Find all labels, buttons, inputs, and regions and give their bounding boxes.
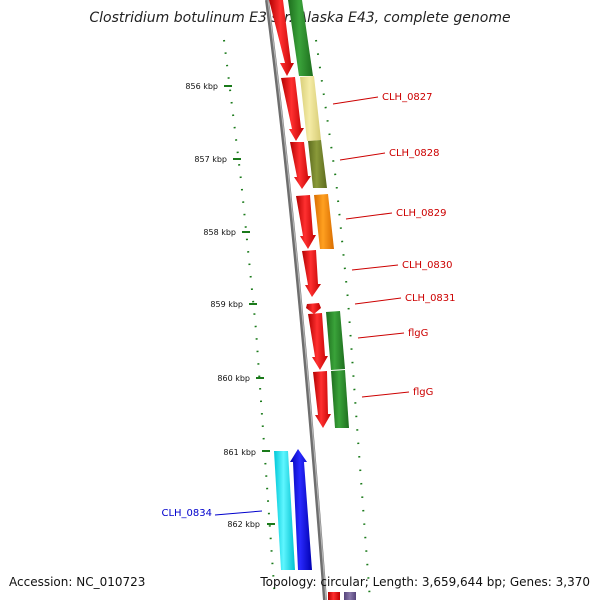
tick-label-856: 856 kbp <box>185 82 218 91</box>
cds-arrow <box>308 313 328 370</box>
tick-label-859: 859 kbp <box>210 300 243 309</box>
tick-label-858: 858 kbp <box>203 228 236 237</box>
cds-block <box>314 194 334 249</box>
cds-arrow <box>290 449 312 570</box>
genome-summary-text: Topology: circular; Length: 3,659,644 bp… <box>260 575 590 589</box>
outer-track <box>315 39 371 600</box>
gene-label-clh-0834: CLH_0834 <box>161 508 212 519</box>
tick-label-857: 857 kbp <box>194 155 227 164</box>
cds-block <box>300 76 321 141</box>
cds-block <box>326 311 345 370</box>
cds-arrow <box>269 0 294 76</box>
gene-label-clh-0831: CLH_0831 <box>405 293 456 304</box>
gene-label-clh-0830: CLH_0830 <box>402 260 453 271</box>
cds-block <box>274 451 295 570</box>
label-leaders <box>214 96 410 516</box>
cds-track-blue <box>274 449 312 570</box>
cds-block <box>308 140 327 188</box>
tick-label-861: 861 kbp <box>223 448 256 457</box>
cds-block <box>331 370 349 428</box>
cds-track-forward <box>288 0 349 428</box>
cds-arrow <box>296 195 316 249</box>
gene-label-clh-0828: CLH_0828 <box>389 148 440 159</box>
cds-arrow <box>306 303 321 314</box>
tick-label-862: 862 kbp <box>227 520 260 529</box>
gene-label-clh-0829: CLH_0829 <box>396 208 447 219</box>
cds-arrow <box>290 142 311 189</box>
gene-label-flgg-1: flgG <box>408 328 428 339</box>
cds-arrow <box>281 77 304 141</box>
accession-text: Accession: NC_010723 <box>9 575 146 589</box>
genome-backbone <box>265 0 327 600</box>
tick-label-860: 860 kbp <box>217 374 250 383</box>
gene-label-clh-0827: CLH_0827 <box>382 92 433 103</box>
tick-labels: 856 kbp 857 kbp 858 kbp 859 kbp 860 kbp … <box>185 82 260 529</box>
cds-arrow <box>302 250 321 297</box>
tick-marks <box>224 85 275 525</box>
cds-arrow <box>313 371 331 428</box>
cds-track-reverse <box>269 0 331 428</box>
gene-labels: CLH_0827 CLH_0828 CLH_0829 CLH_0830 CLH_… <box>161 92 455 519</box>
gene-label-flgg-2: flgG <box>413 387 433 398</box>
bottom-fragments <box>328 592 356 600</box>
tick-track <box>223 39 276 600</box>
cds-block <box>288 0 313 76</box>
